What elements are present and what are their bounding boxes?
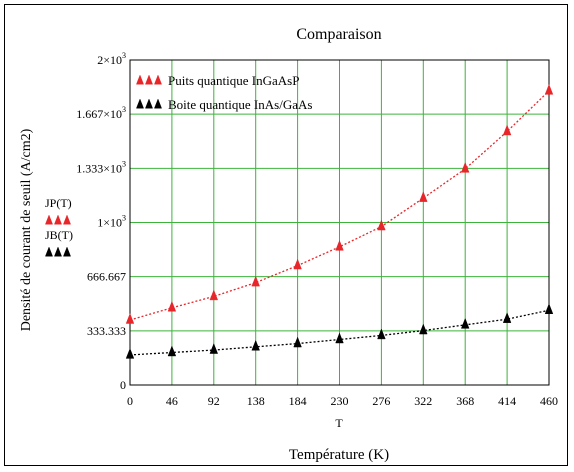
series-0-point <box>335 239 344 251</box>
legend-0-marker <box>136 74 144 85</box>
x-tick-label: 414 <box>498 394 516 408</box>
x-tick-label: 460 <box>540 394 558 408</box>
y-tick-label: 2×103 <box>97 51 126 67</box>
series-1-point <box>377 328 386 340</box>
plot-area-border <box>129 59 550 386</box>
chart-frame: Comparaison 0 333.333 666.667 1×103 1.333×10… <box>4 4 568 466</box>
series-1-var-marker <box>45 246 53 257</box>
x-tick-label: 0 <box>127 394 133 408</box>
x-tick-label: 276 <box>372 394 390 408</box>
y-tick-label: 1.333×103 <box>76 159 126 175</box>
y-axis-label: Densité de courant de seuil (A/cm2) <box>19 128 34 331</box>
series-1-point <box>460 317 470 329</box>
series-1-point <box>419 323 428 335</box>
x-tick-labels: 0 46 92 138 184 230 276 322 368 414 460 <box>127 394 558 408</box>
x-tick-label: 184 <box>289 394 307 408</box>
series-0-point <box>544 83 554 95</box>
series-0-var-marker <box>45 214 53 225</box>
chart-title: Comparaison <box>296 26 381 43</box>
legend-0-marker <box>145 74 153 85</box>
series-1-point <box>544 303 554 314</box>
y-tick-label: 1×103 <box>97 214 126 230</box>
series-1-var-marker <box>54 246 62 257</box>
series-variable-labels: JP(T) JB(T) <box>45 196 73 257</box>
series-1-point <box>125 347 135 359</box>
x-tick-label: 322 <box>414 394 432 408</box>
series-0-point <box>502 124 512 136</box>
series-1-point <box>167 345 177 357</box>
x-tick-label: 230 <box>331 394 349 408</box>
series-0-point <box>419 191 428 202</box>
y-tick-label: 666.667 <box>87 270 126 284</box>
series-0-point <box>209 289 219 301</box>
x-tick-label: 368 <box>456 394 474 408</box>
series-0-point <box>167 300 177 312</box>
series-layer <box>125 83 554 359</box>
series-0-var-marker <box>54 214 62 225</box>
series-1-point <box>209 343 219 354</box>
series-0-point <box>251 275 260 287</box>
series-0-point <box>125 313 135 324</box>
series-0-line <box>129 90 550 321</box>
series-1-line <box>129 309 550 356</box>
series-0-point <box>460 161 470 173</box>
y-tick-labels: 0 333.333 666.667 1×103 1.333×103 1.667×103 2×… <box>76 51 126 392</box>
x-axis-label: Température (K) <box>289 447 389 463</box>
legend-1-marker <box>145 98 153 109</box>
x-tick-label: 138 <box>247 394 265 408</box>
series-1-var-label: JB(T) <box>45 228 73 242</box>
series-1-point <box>293 336 302 348</box>
legend-1-label: Boite quantique InAs/GaAs <box>168 97 312 112</box>
chart-svg: Comparaison 0 333.333 666.667 1×103 1.333×10… <box>19 26 558 463</box>
series-0-point <box>293 258 302 270</box>
x-variable-label: T <box>335 416 343 430</box>
series-1-point <box>251 339 260 351</box>
series-1-point <box>502 312 512 323</box>
legend-1-marker <box>136 98 144 109</box>
series-0-var-label: JP(T) <box>45 196 72 210</box>
y-tick-label: 1.667×103 <box>76 105 126 121</box>
legend-0-label: Puits quantique InGaAsP <box>168 73 299 88</box>
series-0-point <box>377 219 386 231</box>
legend-0-marker <box>154 74 162 85</box>
series-1-point <box>335 332 344 344</box>
y-tick-label: 0 <box>120 378 126 392</box>
series-0-var-marker <box>63 214 71 225</box>
y-tick-label: 333.333 <box>87 324 126 338</box>
x-tick-label: 46 <box>166 394 178 408</box>
series-1-var-marker <box>63 246 71 257</box>
legend-1-marker <box>154 98 162 109</box>
x-tick-label: 92 <box>208 394 220 408</box>
legend: Puits quantique InGaAsP Boite quantique I… <box>136 73 312 112</box>
